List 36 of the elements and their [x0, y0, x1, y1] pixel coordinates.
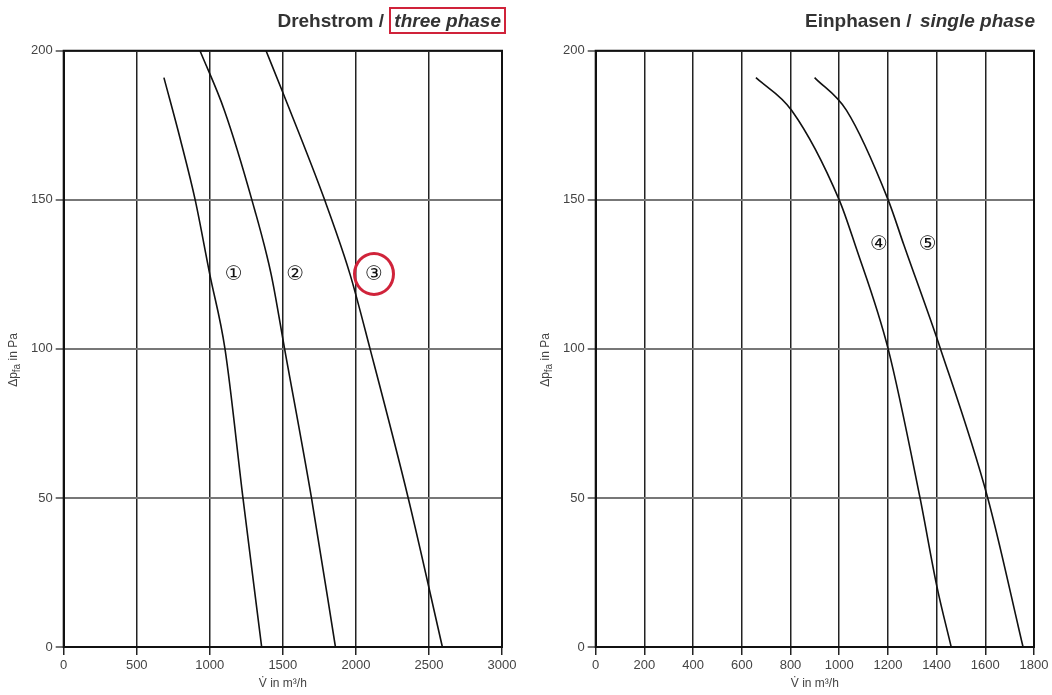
x-axis-title: V̇ in m³/h	[790, 676, 839, 691]
x-tick-label: 1400	[922, 657, 952, 673]
y-tick-label: 150	[562, 191, 585, 207]
x-tick-label: 0	[60, 657, 68, 673]
x-tick-label: 3000	[487, 657, 517, 673]
y-tick-label: 150	[30, 191, 53, 207]
y-tick-label: 0	[577, 638, 585, 654]
rectangle-outline: three phase	[389, 7, 506, 34]
x-tick-label: 0	[592, 657, 600, 673]
series-label: ⑤	[918, 230, 937, 255]
x-tick-label: 500	[125, 657, 148, 673]
y-tick-label: 50	[38, 489, 53, 505]
x-tick-label: 400	[682, 657, 704, 673]
y-tick-label: 100	[562, 340, 585, 356]
x-tick-label: 1800	[1019, 657, 1049, 673]
x-tick-label: 2500	[414, 657, 444, 673]
x-tick-label: 200	[633, 657, 656, 673]
x-tick-label: 2000	[341, 657, 371, 673]
y-tick-label: 200	[30, 42, 53, 58]
x-tick-label: 600	[730, 657, 753, 673]
series-label: ②	[286, 260, 305, 285]
y-tick-label: 50	[570, 489, 585, 505]
y-tick-label: 100	[30, 340, 53, 356]
series-label: ④	[870, 230, 888, 255]
y-tick-label: 200	[562, 42, 585, 58]
x-tick-label: 1500	[268, 657, 298, 673]
x-axis-title: V̇ in m³/h	[258, 676, 307, 691]
x-tick-label: 1600	[970, 657, 1000, 673]
series-label: ③	[365, 260, 384, 285]
x-tick-label: 1200	[873, 657, 903, 673]
chart-title: Einphasen / single phase	[804, 9, 1036, 32]
x-tick-label: 800	[779, 657, 802, 673]
y-tick-label: 0	[45, 638, 53, 654]
x-tick-label: 1000	[824, 657, 854, 673]
series-label: ①	[224, 260, 243, 285]
x-tick-label: 1000	[195, 657, 225, 673]
